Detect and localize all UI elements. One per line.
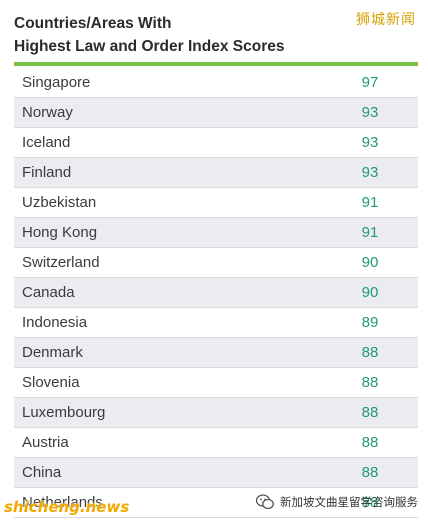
country-name: Uzbekistan	[22, 194, 97, 211]
table-row: Uzbekistan 91	[14, 188, 418, 218]
country-name: Denmark	[22, 344, 83, 361]
country-name: Singapore	[22, 74, 91, 91]
table-row: Denmark 88	[14, 338, 418, 368]
title-line-1: Countries/Areas With	[14, 15, 172, 32]
country-name: Canada	[22, 284, 75, 301]
wechat-account-name: 新加坡文曲星留学咨询服务	[280, 495, 418, 509]
index-score: 93	[361, 104, 379, 121]
table-row: Iceland 93	[14, 128, 418, 158]
country-name: Luxembourg	[22, 404, 106, 421]
country-name: Hong Kong	[22, 224, 98, 241]
table-row: Hong Kong 91	[14, 218, 418, 248]
country-name: Austria	[22, 434, 69, 451]
index-score: 93	[361, 134, 379, 151]
table-row: Norway 93	[14, 98, 418, 128]
table-row: Austria 88	[14, 428, 418, 458]
brand-watermark: 狮城新闻	[356, 12, 416, 28]
index-score: 90	[361, 284, 379, 301]
table-row: Slovenia 88	[14, 368, 418, 398]
page-title: Countries/Areas With Highest Law and Ord…	[14, 12, 284, 58]
country-name: Switzerland	[22, 254, 100, 271]
wechat-watermark: 新加坡文曲星留学咨询服务	[255, 494, 418, 510]
table-row: Indonesia 89	[14, 308, 418, 338]
index-score: 91	[361, 194, 379, 211]
country-name: China	[22, 464, 62, 481]
index-score: 97	[361, 74, 379, 91]
index-score: 93	[361, 164, 379, 181]
country-name: Slovenia	[22, 374, 80, 391]
title-line-2: Highest Law and Order Index Scores	[14, 38, 285, 55]
index-score: 88	[361, 404, 379, 421]
index-score: 88	[361, 374, 379, 391]
green-divider	[14, 62, 418, 66]
index-score: 90	[361, 254, 379, 271]
index-score: 88	[361, 464, 379, 481]
table-row: Finland 93	[14, 158, 418, 188]
index-score: 88	[361, 434, 379, 451]
country-name: Netherlands	[22, 494, 103, 511]
site-watermark: shicheng.news	[4, 498, 130, 516]
table-row: Netherlands 88	[14, 488, 418, 518]
table-row: China 88	[14, 458, 418, 488]
index-score: 88	[361, 344, 379, 361]
country-name: Iceland	[22, 134, 71, 151]
country-name: Norway	[22, 104, 73, 121]
table-row: Canada 90	[14, 278, 418, 308]
index-score: 88	[361, 494, 379, 511]
wechat-icon	[255, 494, 274, 510]
table-row: Singapore 97	[14, 68, 418, 98]
country-name: Finland	[22, 164, 72, 181]
scores-table: Singapore 97 Norway 93 Iceland 93 Finland 93 Uzb…	[14, 68, 418, 518]
index-score: 89	[361, 314, 379, 331]
table-row: Switzerland 90	[14, 248, 418, 278]
table-row: Luxembourg 88	[14, 398, 418, 428]
country-name: Indonesia	[22, 314, 88, 331]
index-score: 91	[361, 224, 379, 241]
